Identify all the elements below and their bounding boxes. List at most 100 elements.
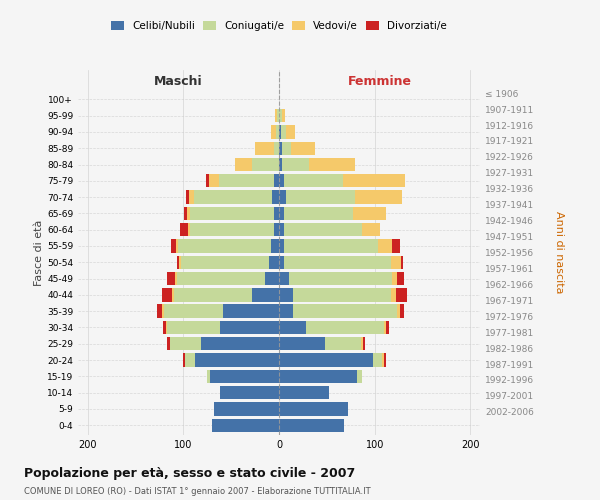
Bar (212, 418, 279, 432)
Bar (189, 190, 194, 204)
Bar (274, 174, 279, 188)
Bar (396, 288, 407, 302)
Bar (400, 304, 404, 318)
Bar (172, 288, 174, 302)
Bar (353, 206, 386, 220)
Bar (279, 304, 293, 318)
Bar (397, 304, 400, 318)
Bar (207, 370, 210, 383)
Bar (397, 272, 404, 285)
Bar (363, 337, 365, 350)
Bar (279, 418, 344, 432)
Bar (195, 354, 279, 366)
Bar (167, 337, 170, 350)
Bar (252, 158, 279, 171)
Bar (392, 272, 397, 285)
Bar (284, 256, 391, 269)
Bar (384, 321, 386, 334)
Bar (194, 190, 272, 204)
Y-axis label: Fasce di età: Fasce di età (34, 220, 44, 286)
Bar (279, 402, 348, 415)
Bar (343, 174, 406, 188)
Bar (164, 304, 223, 318)
Bar (188, 223, 190, 236)
Bar (176, 240, 178, 252)
Bar (279, 174, 284, 188)
Bar (391, 288, 396, 302)
Bar (174, 288, 252, 302)
Bar (162, 288, 172, 302)
Bar (284, 206, 353, 220)
Bar (279, 223, 284, 236)
Bar (220, 321, 279, 334)
Bar (276, 125, 279, 138)
Bar (157, 304, 162, 318)
Bar (190, 223, 274, 236)
Bar (282, 158, 308, 171)
Bar (279, 288, 293, 302)
Bar (214, 402, 279, 415)
Bar (218, 174, 274, 188)
Bar (200, 337, 279, 350)
Bar (275, 109, 277, 122)
Bar (175, 272, 176, 285)
Bar (279, 386, 329, 400)
Bar (362, 223, 380, 236)
Bar (282, 142, 292, 155)
Bar (209, 174, 218, 188)
Bar (382, 354, 384, 366)
Bar (176, 272, 265, 285)
Bar (166, 321, 167, 334)
Bar (284, 174, 343, 188)
Bar (252, 288, 279, 302)
Text: Femmine: Femmine (347, 75, 412, 88)
Bar (286, 190, 355, 204)
Bar (279, 272, 289, 285)
Bar (190, 206, 274, 220)
Bar (162, 304, 164, 318)
Bar (306, 321, 384, 334)
Bar (185, 354, 195, 366)
Bar (171, 240, 176, 252)
Bar (281, 125, 286, 138)
Bar (284, 223, 362, 236)
Bar (361, 337, 363, 350)
Bar (271, 125, 276, 138)
Bar (170, 337, 200, 350)
Bar (401, 256, 403, 269)
Bar (293, 288, 391, 302)
Bar (277, 109, 279, 122)
Bar (223, 304, 279, 318)
Bar (386, 321, 389, 334)
Bar (274, 223, 279, 236)
Bar (279, 354, 373, 366)
Bar (279, 337, 325, 350)
Bar (163, 321, 166, 334)
Bar (167, 321, 220, 334)
Bar (292, 142, 316, 155)
Bar (181, 256, 269, 269)
Bar (269, 256, 279, 269)
Bar (384, 354, 386, 366)
Bar (284, 240, 377, 252)
Bar (279, 256, 284, 269)
Bar (167, 272, 175, 285)
Bar (392, 240, 400, 252)
Bar (274, 142, 279, 155)
Bar (325, 337, 361, 350)
Bar (377, 240, 392, 252)
Bar (279, 321, 306, 334)
Bar (282, 109, 285, 122)
Bar (210, 370, 279, 383)
Bar (293, 304, 397, 318)
Bar (179, 256, 181, 269)
Bar (391, 256, 401, 269)
Bar (308, 158, 355, 171)
Bar (279, 190, 286, 204)
Bar (183, 354, 185, 366)
Bar (187, 206, 190, 220)
Bar (220, 386, 279, 400)
Bar (279, 240, 284, 252)
Bar (373, 354, 382, 366)
Bar (279, 109, 282, 122)
